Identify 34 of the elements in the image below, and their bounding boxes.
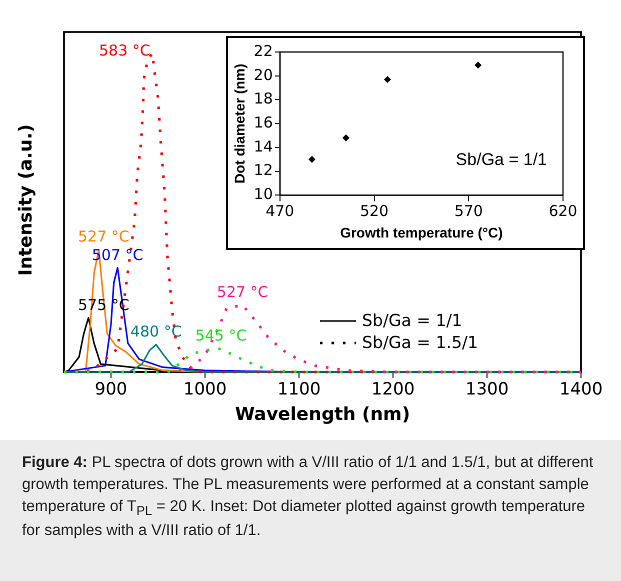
caption: Figure 4: PL spectra of dots grown with a V/III ratio of 1/1 and 1.5/1, but at different growth temperatures. The PL measurements were performed at a constant sample temperature of T$_{PL}$ = 20 K. Inset: Dot diameter plotted against growth temperature for samples with a V/III ratio of 1/1. [22, 454, 594, 540]
x-axis-title: Growth temperature (°C) [340, 224, 503, 240]
x-tick-label: 1300 [465, 380, 509, 400]
x-tick-label: 570 [454, 202, 483, 220]
x-tick-label: 1400 [559, 380, 603, 400]
annotation: Sb/Ga = 1/1 [362, 311, 462, 330]
point [342, 134, 350, 142]
x-tick-label: 1200 [371, 380, 415, 400]
x-tick-label: 900 [94, 380, 128, 400]
x-tick-label: 1000 [183, 380, 227, 400]
point [308, 156, 316, 163]
y-tick-label: 20 [254, 66, 273, 84]
series-label: 545 °C [195, 326, 247, 345]
x-tick-label: 1100 [277, 380, 321, 400]
y-tick-label: 10 [254, 185, 273, 204]
y-tick-label: 12 [254, 161, 273, 180]
y-axis-title: Dot diameter (nm) [231, 64, 248, 184]
x-tick-label: 620 [548, 202, 578, 220]
y-tick-label: 16 [254, 113, 273, 132]
y-tick-label: 22 [254, 42, 273, 60]
y-tick-label: 18 [254, 90, 273, 108]
point [474, 62, 482, 69]
series-label: 480 °C [130, 322, 182, 341]
series-label: 527 °C [78, 228, 130, 246]
y-tick-label: 14 [254, 137, 273, 156]
x-tick-label: 470 [266, 202, 294, 220]
point [384, 76, 391, 83]
x-axis-title: Wavelength (nm) [234, 404, 410, 425]
annotation: Sb/Ga = 1.5/1 [362, 333, 478, 352]
series-label: 583 °C [98, 41, 150, 60]
annotation: Sb/Ga = 1/1 [456, 150, 547, 170]
y-axis-title: Intensity (a.u.) [16, 124, 36, 276]
x-tick-label: 520 [360, 202, 389, 220]
series-label: 527 °C [216, 283, 268, 302]
